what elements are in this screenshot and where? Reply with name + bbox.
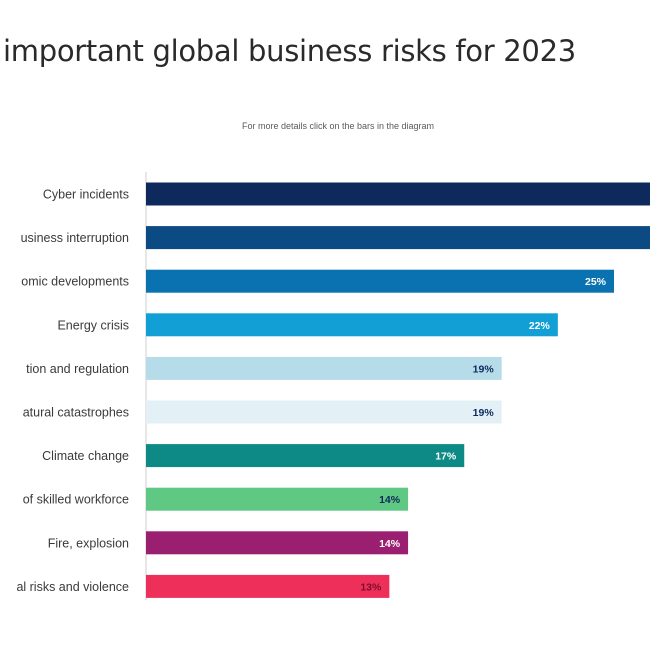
category-label-1: usiness interruption (21, 231, 129, 245)
category-label-8: Fire, explosion (48, 536, 129, 550)
bars-group: Cyber incidents usiness interruption omic … (16, 182, 650, 598)
bar-9[interactable] (146, 574, 390, 598)
category-label-0: Cyber incidents (43, 188, 129, 202)
bar-8[interactable] (146, 531, 409, 555)
value-label-6: 17% (435, 451, 457, 463)
category-label-2: omic developments (21, 275, 129, 289)
bar-4[interactable] (146, 356, 502, 380)
bar-2[interactable] (146, 269, 614, 293)
category-label-7: of skilled workforce (23, 493, 129, 507)
category-label-3: Energy crisis (57, 318, 129, 332)
value-label-4: 19% (473, 363, 495, 375)
category-label-9: al risks and violence (16, 580, 129, 594)
bar-1[interactable] (146, 226, 650, 250)
bar-5[interactable] (146, 400, 502, 424)
page-title: important global business risks for 2023 (3, 34, 576, 68)
category-label-6: Climate change (42, 449, 129, 463)
value-label-5: 19% (473, 407, 495, 419)
value-label-7: 14% (379, 494, 401, 506)
value-label-3: 22% (529, 320, 551, 332)
value-label-8: 14% (379, 538, 401, 550)
bar-3[interactable] (146, 313, 558, 337)
category-label-5: atural catastrophes (23, 406, 129, 420)
bar-6[interactable] (146, 444, 465, 468)
value-label-9: 13% (360, 581, 382, 593)
category-label-4: tion and regulation (26, 362, 129, 376)
page-subtitle: For more details click on the bars in th… (241, 121, 435, 131)
bar-7[interactable] (146, 487, 409, 511)
value-label-2: 25% (585, 276, 607, 288)
bar-0[interactable] (146, 182, 650, 206)
